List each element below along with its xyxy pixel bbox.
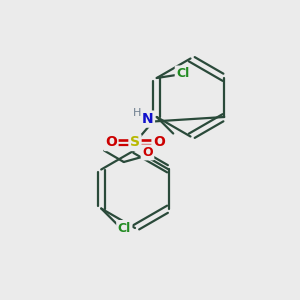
Text: O: O bbox=[142, 146, 153, 159]
Text: H: H bbox=[133, 107, 142, 118]
Text: N: N bbox=[142, 112, 153, 126]
Text: Cl: Cl bbox=[176, 67, 190, 80]
Text: S: S bbox=[130, 136, 140, 149]
Text: O: O bbox=[105, 136, 117, 149]
Text: Cl: Cl bbox=[118, 221, 131, 235]
Text: O: O bbox=[153, 136, 165, 149]
